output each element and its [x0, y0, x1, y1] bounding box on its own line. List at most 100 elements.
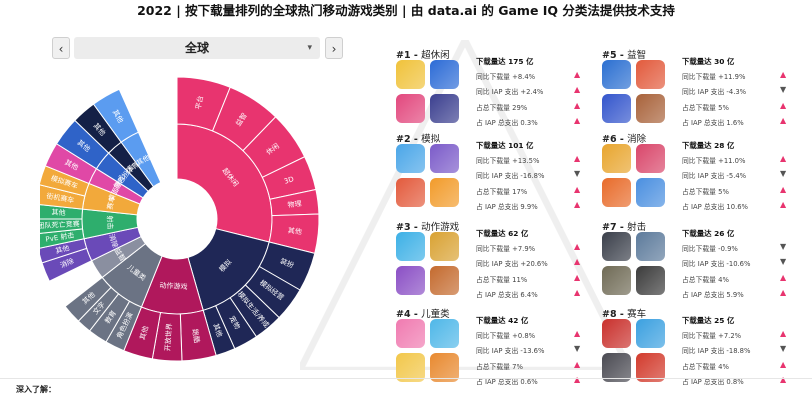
game-app-icon[interactable] [430, 266, 459, 295]
sunburst-inner-label: 射击 [105, 215, 115, 229]
game-app-icon[interactable] [636, 353, 665, 382]
game-app-icon[interactable] [396, 353, 425, 382]
downloads-total: 下载量达 101 亿 [476, 141, 534, 150]
game-app-icon[interactable] [396, 178, 425, 207]
stat-line: 占 IAP 总支出 9.9% [476, 203, 538, 211]
game-app-icon[interactable] [430, 178, 459, 207]
stat-line: 同比下载量 +11.9% [682, 73, 746, 81]
stat-line: 同比下载量 +7.9% [476, 245, 536, 253]
category-rank: #5 [602, 50, 617, 61]
trend-up-icon: ▲ [574, 329, 581, 338]
sunburst-outer-label: 其他 [287, 226, 302, 236]
category-name: 儿童类 [421, 309, 450, 320]
category-title-separator: - [616, 309, 628, 320]
game-app-icon[interactable] [396, 232, 425, 261]
category-name: 消除 [627, 134, 647, 145]
game-app-icon[interactable] [636, 178, 665, 207]
previous-region-button[interactable]: ‹ [52, 37, 70, 59]
stat-line: 占总下载量 7% [476, 363, 523, 371]
trend-up-icon: ▲ [574, 85, 581, 94]
game-app-icon[interactable] [602, 94, 631, 123]
game-app-icon[interactable] [636, 144, 665, 173]
stat-line: 同比 IAP 支出 -13.6% [476, 347, 545, 355]
game-app-icon[interactable] [430, 94, 459, 123]
chevron-left-icon: ‹ [58, 42, 64, 56]
sunburst-outer-segment[interactable] [92, 88, 140, 143]
game-app-icon[interactable] [396, 319, 425, 348]
game-app-icon[interactable] [636, 266, 665, 295]
category-title-separator: - [616, 222, 628, 233]
category-title: #1 - 超休闲 [396, 47, 596, 61]
sunburst-outer-label: 物理 [287, 199, 302, 210]
trend-up-icon: ▲ [574, 360, 581, 369]
chevron-right-icon: › [331, 42, 337, 56]
trend-down-icon: ▼ [780, 344, 787, 353]
region-selector[interactable]: 全球 ▾ [74, 37, 320, 59]
game-app-icon[interactable] [602, 266, 631, 295]
downloads-total: 下载量达 26 亿 [682, 229, 735, 238]
trend-down-icon: ▼ [574, 344, 581, 353]
game-app-icon[interactable] [602, 178, 631, 207]
stat-line: 同比 IAP 支出 +20.6% [476, 260, 548, 268]
trend-up-icon: ▲ [574, 154, 581, 163]
category-title-separator: - [410, 134, 422, 145]
game-app-icon[interactable] [396, 94, 425, 123]
sunburst-outer-label: 团队死亡竞赛 [40, 219, 80, 230]
downloads-total: 下载量达 62 亿 [476, 229, 529, 238]
game-app-icon[interactable] [430, 232, 459, 261]
category-rank: #2 [396, 134, 411, 145]
game-app-icon[interactable] [430, 319, 459, 348]
game-app-icon[interactable] [430, 60, 459, 89]
game-app-icon[interactable] [396, 144, 425, 173]
stat-line: 同比下载量 +11.0% [682, 157, 746, 165]
trend-up-icon: ▲ [780, 360, 787, 369]
stat-line: 占 IAP 总支出 10.6% [682, 203, 749, 211]
category-title: #8 - 赛车 [602, 306, 802, 320]
trend-up-icon: ▲ [780, 101, 787, 110]
stat-line: 同比下载量 +8.4% [476, 73, 536, 81]
downloads-total: 下载量达 42 亿 [476, 316, 529, 325]
game-app-icon[interactable] [396, 60, 425, 89]
game-app-icon[interactable] [602, 232, 631, 261]
sunburst-outer-segment[interactable] [64, 276, 112, 322]
game-app-icon[interactable] [430, 353, 459, 382]
game-app-icon[interactable] [430, 144, 459, 173]
game-app-icon[interactable] [602, 144, 631, 173]
game-app-icon[interactable] [396, 266, 425, 295]
category-rank: #7 [602, 222, 617, 233]
category-title: #7 - 射击 [602, 219, 802, 233]
category-card: #8 - 赛车 下载量达 25 亿同比下载量 +7.2% ▲ 同比 IAP 支出 -1… [602, 306, 802, 388]
category-title: #5 - 益智 [602, 47, 802, 61]
category-title-separator: - [410, 309, 422, 320]
stat-line: 同比 IAP 支出 +2.4% [476, 88, 544, 96]
sunburst-outer-label: 开放世界 [163, 323, 174, 352]
game-app-icon[interactable] [636, 319, 665, 348]
game-app-icon[interactable] [602, 353, 631, 382]
footer-divider [0, 378, 812, 379]
category-name: 射击 [627, 222, 647, 233]
game-app-icon[interactable] [636, 60, 665, 89]
trend-up-icon: ▲ [574, 101, 581, 110]
chevron-down-icon: ▾ [307, 43, 312, 53]
category-card: #6 - 消除 下载量达 28 亿同比下载量 +11.0% ▲ 同比 IAP 支出 -… [602, 131, 802, 213]
downloads-total: 下载量达 30 亿 [682, 57, 735, 66]
trend-up-icon: ▲ [574, 185, 581, 194]
category-rank: #6 [602, 134, 617, 145]
category-title-separator: - [616, 50, 628, 61]
category-rank: #1 [396, 50, 411, 61]
sunburst-center-hole [137, 179, 217, 259]
stat-line: 同比下载量 +13.5% [476, 157, 540, 165]
category-title: #4 - 儿童类 [396, 306, 596, 320]
game-app-icon[interactable] [602, 319, 631, 348]
game-app-icon[interactable] [636, 94, 665, 123]
top-games-icons [396, 319, 460, 383]
game-app-icon[interactable] [602, 60, 631, 89]
stat-line: 占总下载量 5% [682, 188, 729, 196]
game-app-icon[interactable] [636, 232, 665, 261]
trend-up-icon: ▲ [780, 288, 787, 297]
next-region-button[interactable]: › [325, 37, 343, 59]
stat-line: 同比 IAP 支出 -10.6% [682, 260, 751, 268]
trend-up-icon: ▲ [574, 70, 581, 79]
category-rank: #4 [396, 309, 411, 320]
